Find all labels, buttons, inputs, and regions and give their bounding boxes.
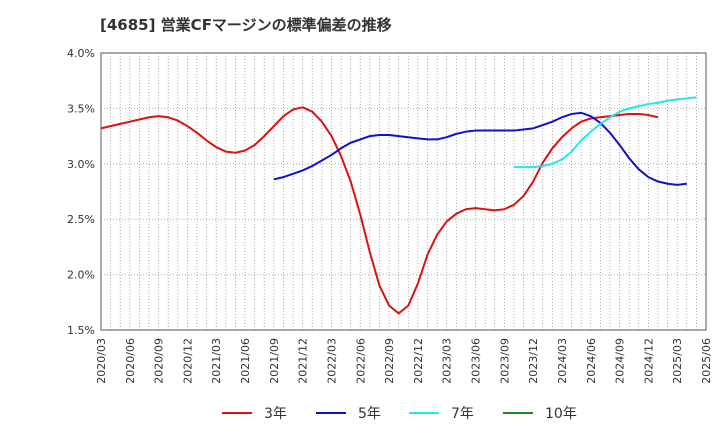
- y-tick-label: 2.0%: [67, 269, 95, 282]
- x-tick-label: 2021/09: [268, 338, 281, 384]
- y-tick-label: 4.0%: [67, 47, 95, 60]
- legend-label: 10年: [545, 406, 577, 422]
- x-tick-label: 2023/03: [441, 338, 454, 384]
- x-tick-label: 2020/06: [124, 338, 137, 384]
- y-tick-label: 3.5%: [67, 102, 95, 115]
- grid: [101, 53, 706, 330]
- x-tick-label: 2024/03: [556, 338, 569, 384]
- series-line-5年: [273, 111, 687, 186]
- x-tick-label: 2025/03: [671, 338, 684, 384]
- x-tick-label: 2021/03: [210, 338, 223, 384]
- legend-label: 5年: [358, 406, 381, 422]
- x-tick-label: 2024/09: [614, 338, 627, 384]
- x-tick-label: 2022/09: [383, 338, 396, 384]
- legend-label: 7年: [451, 406, 474, 422]
- x-tick-label: 2024/12: [642, 338, 655, 384]
- x-tick-label: 2023/09: [498, 338, 511, 384]
- series-line-3年: [100, 106, 659, 315]
- y-tick-label: 2.5%: [67, 213, 95, 226]
- series-line-7年: [513, 96, 697, 169]
- x-tick-label: 2022/06: [354, 338, 367, 384]
- x-tick-label: 2025/06: [700, 338, 713, 384]
- legend: 3年 5年 7年 10年: [222, 406, 577, 422]
- x-tick-label: 2024/06: [585, 338, 598, 384]
- x-tick-label: 2023/06: [470, 338, 483, 384]
- series-lines: [100, 96, 697, 315]
- x-tick-label: 2020/03: [95, 338, 108, 384]
- legend-label: 3年: [264, 406, 287, 422]
- y-tick-label: 1.5%: [67, 324, 95, 337]
- x-tick-label: 2021/06: [239, 338, 252, 384]
- x-tick-label: 2021/12: [297, 338, 310, 384]
- y-axis-ticks: 1.5% 2.0% 2.5% 3.0% 3.5% 4.0%: [67, 47, 95, 337]
- x-tick-label: 2022/03: [325, 338, 338, 384]
- plot-border: [100, 52, 707, 331]
- y-tick-label: 3.0%: [67, 158, 95, 171]
- chart-title: [4685] 営業CFマージンの標準偏差の推移: [100, 16, 392, 34]
- x-tick-label: 2023/12: [527, 338, 540, 384]
- x-tick-label: 2020/12: [181, 338, 194, 384]
- x-tick-label: 2022/12: [412, 338, 425, 384]
- x-axis-ticks: 2020/03 2020/06 2020/09 2020/12 2021/03 2021/…: [95, 338, 713, 384]
- x-tick-label: 2020/09: [153, 338, 166, 384]
